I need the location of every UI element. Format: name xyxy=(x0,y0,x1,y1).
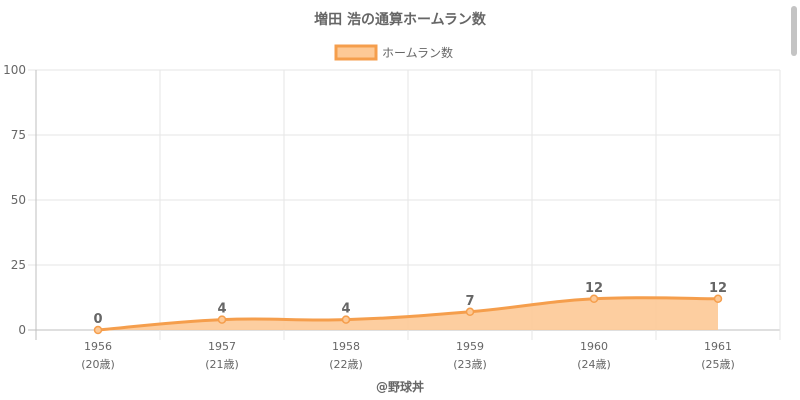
data-point xyxy=(341,315,351,324)
x-tick-sublabel: (23歳) xyxy=(453,358,487,371)
series-line xyxy=(97,296,719,332)
scrollbar-thumb[interactable] xyxy=(791,6,797,56)
y-tick-label: 25 xyxy=(11,258,26,272)
x-axis: 1956 (20歳) 1957 (21歳) 1958 (22歳) 1959 (23歳) 1960… xyxy=(81,340,735,371)
x-tick-label: 1956 xyxy=(84,340,112,353)
y-tick-label: 50 xyxy=(11,193,26,207)
x-tick-sublabel: (24歳) xyxy=(577,358,611,371)
x-tick-label: 1960 xyxy=(580,340,608,353)
data-point xyxy=(93,325,103,335)
data-label: 4 xyxy=(217,302,226,317)
data-label: 4 xyxy=(341,302,350,317)
data-labels: 0 4 4 7 12 12 xyxy=(93,281,727,327)
data-point xyxy=(465,307,475,317)
x-tick-label: 1958 xyxy=(332,340,360,353)
data-point xyxy=(217,315,227,324)
x-tick-sublabel: (25歳) xyxy=(701,358,735,371)
data-label: 12 xyxy=(585,281,603,296)
data-label: 7 xyxy=(465,294,474,309)
y-tick-label: 75 xyxy=(11,128,26,142)
x-tick-sublabel: (21歳) xyxy=(205,358,239,371)
x-tick-sublabel: (20歳) xyxy=(81,358,115,371)
data-points xyxy=(93,294,723,335)
data-label: 0 xyxy=(93,312,102,327)
data-label: 12 xyxy=(709,281,727,296)
legend[interactable]: ホームラン数 xyxy=(334,44,453,61)
legend-label: ホームラン数 xyxy=(382,45,453,60)
chart-title: 増田 浩の通算ホームラン数 xyxy=(314,11,487,28)
legend-swatch xyxy=(334,44,378,61)
x-tick-label: 1961 xyxy=(704,340,732,353)
grid xyxy=(28,69,781,340)
x-tick-sublabel: (22歳) xyxy=(329,358,363,371)
x-tick-label: 1959 xyxy=(456,340,484,353)
area-fill xyxy=(98,297,718,330)
data-point xyxy=(589,294,599,304)
y-axis: 0 25 50 75 100 xyxy=(3,63,26,337)
y-tick-label: 100 xyxy=(3,63,26,77)
data-point xyxy=(713,294,723,304)
x-tick-label: 1957 xyxy=(208,340,236,353)
y-tick-label: 0 xyxy=(18,323,26,337)
credit: @野球丼 xyxy=(376,379,424,394)
